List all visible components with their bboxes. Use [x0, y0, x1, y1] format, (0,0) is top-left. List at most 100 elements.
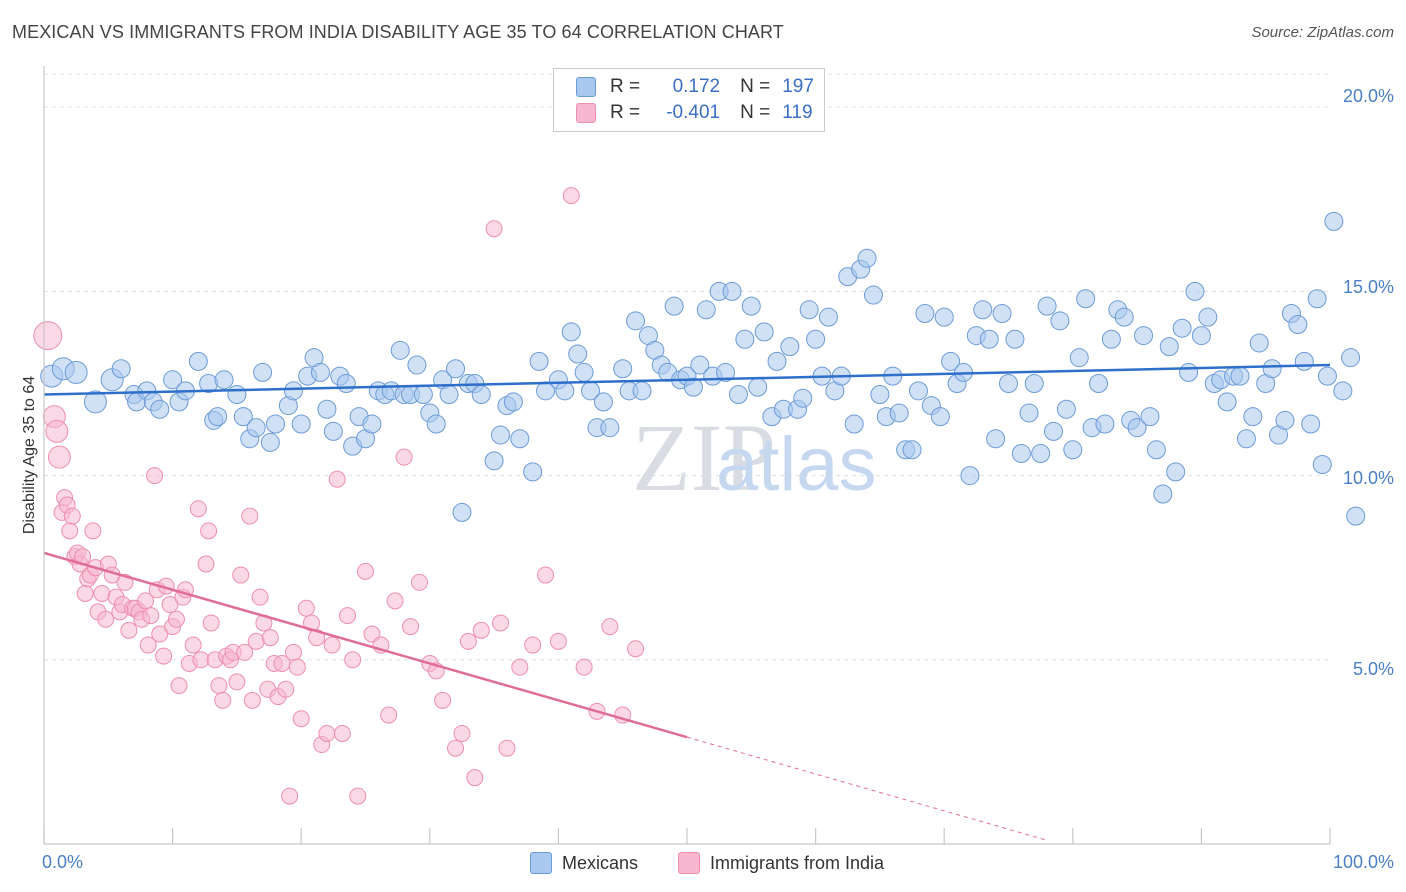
india-point: [63, 507, 81, 525]
mexican-point: [741, 296, 761, 316]
mexican-point: [683, 377, 703, 397]
india-point: [161, 596, 179, 614]
legend-label-india: Immigrants from India: [710, 852, 885, 873]
mexican-point: [735, 329, 755, 349]
mexican-point: [1031, 443, 1051, 463]
mexican-point: [1011, 443, 1031, 463]
mexican-point: [188, 351, 208, 371]
mexican-point: [1095, 414, 1115, 434]
mexican-point: [283, 381, 303, 401]
y-tick-15: 15.0%: [1342, 277, 1394, 297]
india-point: [277, 680, 295, 698]
mexican-point: [265, 414, 285, 434]
mexican-point: [986, 429, 1006, 449]
mexican-point: [1179, 362, 1199, 382]
watermark-atlas: atlas: [716, 422, 877, 507]
mexican-point: [1140, 407, 1160, 427]
india-point: [288, 658, 306, 676]
mexican-point: [1127, 418, 1147, 438]
mexican-point: [818, 307, 838, 327]
mexican-point: [163, 370, 183, 390]
mexican-point: [1191, 326, 1211, 346]
mexican-point: [992, 303, 1012, 323]
india-trend-line: [43, 551, 688, 739]
mexican-points: [40, 211, 1366, 526]
legend-n-value-mexicans: 197: [782, 76, 814, 97]
india-point: [308, 629, 326, 647]
mexican-point: [208, 407, 228, 427]
mexican-point: [83, 390, 107, 414]
mexican-point: [1019, 403, 1039, 423]
mexican-point: [857, 248, 877, 268]
mexican-point: [1076, 289, 1096, 309]
india-point: [155, 647, 173, 665]
mexican-point: [111, 359, 131, 379]
mexican-point: [613, 359, 633, 379]
mexican-point: [780, 337, 800, 357]
mexican-point: [1236, 429, 1256, 449]
mexican-point: [793, 388, 813, 408]
mexican-point: [233, 407, 253, 427]
india-point: [167, 610, 185, 628]
india-point: [459, 632, 477, 650]
india-point: [210, 677, 228, 695]
india-point: [214, 691, 232, 709]
mexican-point: [310, 362, 330, 382]
legend-r-value-mexicans: 0.172: [672, 76, 721, 97]
mexican-point: [64, 360, 88, 384]
india-point: [184, 636, 202, 654]
india-point: [524, 636, 542, 654]
mexican-point: [973, 300, 993, 320]
india-trend-extension: [686, 736, 1048, 841]
mexican-point: [908, 381, 928, 401]
mexican-point: [1346, 506, 1366, 526]
mexican-point: [1243, 407, 1263, 427]
india-point: [411, 573, 429, 591]
mexican-point: [407, 355, 427, 375]
india-point: [402, 618, 420, 636]
india-point: [197, 555, 215, 573]
india-point: [243, 691, 261, 709]
india-point: [146, 467, 164, 485]
india-point: [386, 592, 404, 610]
mexican-point: [1005, 329, 1025, 349]
mexican-point: [999, 373, 1018, 393]
mexican-point: [246, 418, 266, 438]
india-point: [200, 522, 218, 540]
india-point: [284, 643, 302, 661]
mexican-point: [317, 399, 337, 419]
mexican-point: [413, 385, 433, 405]
mexican-point: [1101, 329, 1121, 349]
mexican-point: [439, 385, 459, 405]
mexican-point: [336, 373, 356, 393]
india-point: [170, 677, 188, 695]
india-point: [575, 658, 593, 676]
mexican-point: [253, 362, 273, 382]
india-point: [453, 724, 471, 742]
mexican-point: [696, 300, 716, 320]
india-point: [47, 445, 71, 469]
legend-mexicans: Mexicans: [530, 852, 638, 874]
india-point: [323, 636, 341, 654]
watermark-zip: ZIP: [632, 404, 776, 511]
india-point: [447, 739, 465, 757]
mexican-point: [960, 466, 980, 486]
india-point: [627, 640, 645, 658]
india-point: [232, 566, 250, 584]
mexican-point: [632, 381, 652, 401]
india-point: [261, 629, 279, 647]
mexican-point: [1262, 359, 1282, 379]
legend-n-value-india: 119: [782, 102, 813, 123]
mexican-point: [1050, 311, 1070, 331]
mexican-point: [1217, 392, 1237, 412]
mexican-point: [1185, 281, 1205, 301]
india-point: [84, 522, 102, 540]
mexican-point: [1166, 462, 1186, 482]
india-point: [281, 787, 299, 805]
legend-swatch-blue: [576, 77, 596, 97]
india-point: [333, 724, 351, 742]
india-point: [344, 651, 362, 669]
mexican-point: [1037, 296, 1057, 316]
mexican-point: [870, 385, 890, 405]
